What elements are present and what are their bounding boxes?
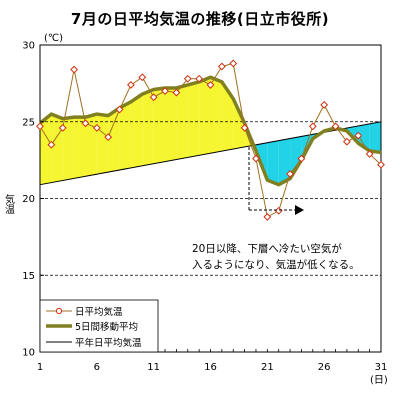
deviation-fill-above-14 <box>187 81 200 158</box>
daily-point-day-27 <box>331 122 340 131</box>
daily-point-day-2 <box>47 140 56 149</box>
moving-average-line <box>38 75 382 187</box>
daily-point-day-20 <box>252 154 260 163</box>
y-tick-label-25: 25 <box>22 117 35 128</box>
annotation-group: 20日以降、下層へ冷たい空気が 入るようになり、気温が低くなる。 <box>192 147 360 271</box>
x-tick-label-11: 11 <box>147 362 160 373</box>
y-axis-label: 気温 <box>3 193 15 214</box>
deviation-fill-below-21 <box>267 140 279 185</box>
daily-point-day-18 <box>229 59 238 68</box>
x-tick-label-31: 31 <box>375 362 388 373</box>
daily-point-day-16 <box>206 81 215 89</box>
deviation-fill-above-18 <box>233 98 245 150</box>
x-tick-label-6: 6 <box>94 362 100 373</box>
daily-point-day-11 <box>149 93 158 102</box>
daily-point-day-24 <box>297 154 306 163</box>
legend-label-normal: 平年日平均気温 <box>75 337 142 349</box>
daily-point-day-7 <box>104 133 113 142</box>
daily-point-day-30 <box>365 150 374 158</box>
daily-point-day-1 <box>36 122 44 131</box>
daily-point-day-8 <box>115 105 124 114</box>
y-tick-label-10: 10 <box>22 348 35 359</box>
daily-point-day-3 <box>58 123 67 132</box>
deviation-fill-above-5 <box>85 114 97 177</box>
deviation-fill-above-11 <box>153 87 166 164</box>
daily-point-day-4 <box>70 65 79 74</box>
grid-lines <box>40 121 381 276</box>
daily-point-day-9 <box>127 81 135 89</box>
daily-point-day-5 <box>81 119 90 128</box>
daily-point-day-28 <box>342 137 351 146</box>
x-unit-label: (日) <box>370 375 388 386</box>
daily-point-day-21 <box>263 213 272 221</box>
deviation-fill-above-2 <box>51 114 63 183</box>
daily-point-day-29 <box>354 131 363 140</box>
x-tick-label-1: 1 <box>37 362 43 373</box>
daily-point-day-6 <box>92 123 101 132</box>
x-axis: 1 6 11 16 21 26 31 <box>37 349 388 373</box>
legend: 日平均気温 5日間移動平均 平年日平均気温 <box>39 299 159 353</box>
legend-label-ma: 5日間移動平均 <box>75 321 138 333</box>
deviation-fills <box>40 77 381 185</box>
daily-temperature-layer <box>36 59 385 221</box>
deviation-fill-above-6 <box>96 114 109 175</box>
moving-average-layer <box>38 75 382 187</box>
y-tick-label-30: 30 <box>22 41 35 52</box>
daily-point-day-25 <box>308 122 317 131</box>
deviation-fill-above-10 <box>142 89 154 166</box>
deviation-fill-above-13 <box>176 84 188 160</box>
annotation-line-1: 20日以降、下層へ冷たい空気が <box>192 242 342 255</box>
deviation-fill-above-7 <box>108 107 120 173</box>
daily-point-day-12 <box>161 87 169 95</box>
deviation-fill-above-17 <box>221 81 234 152</box>
x-tick-label-16: 16 <box>204 362 217 373</box>
daily-point-day-10 <box>138 73 147 82</box>
y-tick-label-20: 20 <box>22 194 35 205</box>
deviation-fill-above-15 <box>199 77 211 156</box>
deviation-fill-above-8 <box>119 101 131 170</box>
daily-point-day-26 <box>320 100 329 109</box>
y-unit-label: (℃) <box>44 33 63 44</box>
deviation-fill-above-16 <box>210 77 222 154</box>
annotation-arrowhead <box>295 205 304 215</box>
x-tick-label-21: 21 <box>261 362 274 373</box>
daily-point-day-17 <box>217 62 226 71</box>
deviation-fill-below-30 <box>369 121 381 153</box>
daily-point-day-19 <box>240 123 249 132</box>
deviation-fill-below-23 <box>290 136 302 179</box>
annotation-line-2: 入るようになり、気温が低くなる。 <box>192 258 360 271</box>
legend-label-daily: 日平均気温 <box>75 306 123 318</box>
legend-marker-daily <box>55 307 63 315</box>
daily-point-day-23 <box>286 170 294 178</box>
deviation-fill-above-12 <box>165 87 177 162</box>
daily-point-day-13 <box>172 88 181 97</box>
deviation-fill-above-9 <box>130 94 143 168</box>
deviation-fill-above-4 <box>74 117 86 179</box>
daily-point-day-14 <box>183 74 192 83</box>
y-tick-label-15: 15 <box>22 271 35 282</box>
x-tick-label-26: 26 <box>318 362 331 373</box>
daily-point-day-22 <box>274 206 283 215</box>
daily-point-day-15 <box>195 74 204 83</box>
deviation-fill-above-3 <box>62 117 75 181</box>
chart-title: 7月の日平均気温の推移(日立市役所) <box>70 10 330 28</box>
daily-point-day-31 <box>377 160 385 169</box>
